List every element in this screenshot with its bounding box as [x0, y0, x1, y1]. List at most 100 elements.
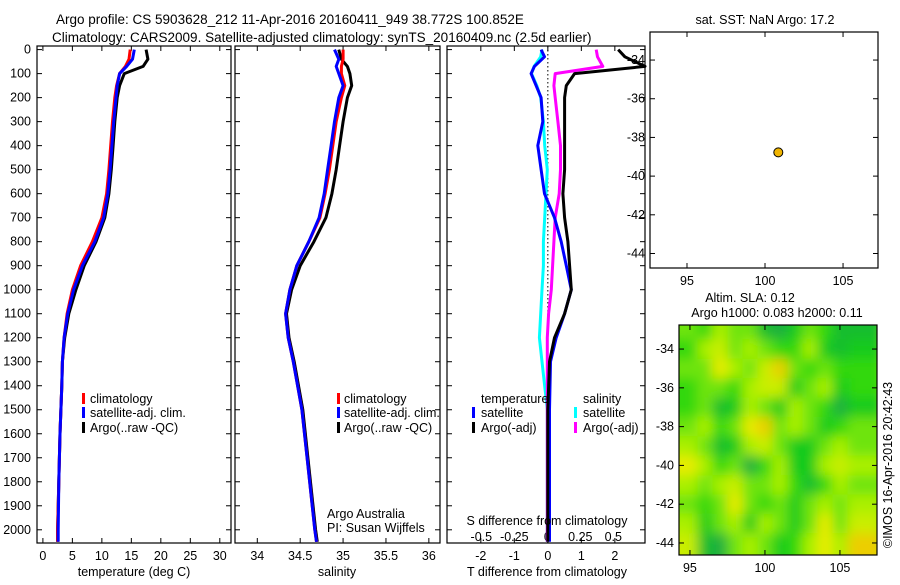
sla-cell [697, 494, 713, 515]
sla-cell [712, 513, 728, 534]
sla-cell [742, 378, 758, 399]
sla-cell [817, 325, 833, 340]
sla-cell [772, 513, 788, 534]
y-tick-label: 1600 [3, 427, 31, 441]
y-tick-label: 2000 [3, 523, 31, 537]
sla-cell [817, 533, 833, 555]
sla-cell [847, 358, 877, 379]
sla-cell [712, 455, 728, 476]
sla-cell [817, 494, 833, 515]
sla-cell [742, 475, 758, 495]
y-tick-label: 1700 [3, 451, 31, 465]
sla-cell [787, 339, 803, 360]
sla-cell [742, 494, 758, 515]
sla-cell [832, 436, 848, 457]
sla-heatmap-cells [679, 325, 877, 555]
sla-cell [847, 416, 877, 437]
figure-title-line2: Climatology: CARS2009. Satellite-adjuste… [52, 30, 592, 45]
sla-cell [757, 533, 773, 555]
y-tick-label: 1300 [3, 355, 31, 369]
sla-cell [772, 378, 788, 399]
lat-tick-label: -36 [627, 92, 645, 106]
sla-cell [772, 455, 788, 476]
sla-cell [727, 397, 743, 418]
sla-cell [727, 455, 743, 476]
float-position-marker [773, 147, 784, 158]
differences-panel: -2 -1 0 1 2-0.5 -0.25 0 0.25 0.5 [446, 45, 647, 563]
sla-cell [757, 436, 773, 457]
sla-cell [802, 494, 818, 515]
float-position-map: 95 100 105 -34 -36 -38 -40 -42 -44 [627, 31, 879, 288]
sla-cell [679, 358, 698, 379]
lat-tick-label: -34 [656, 342, 674, 356]
sla-cell [802, 455, 818, 476]
sla-cell [802, 397, 818, 418]
sla-cell [712, 494, 728, 515]
sla-cell [787, 378, 803, 399]
sla-cell [802, 513, 818, 534]
y-tick-label: 500 [10, 163, 31, 177]
sla-cell [679, 325, 698, 340]
sla-cell [772, 475, 788, 495]
sla-cell [727, 475, 743, 495]
sla-cell [832, 358, 848, 379]
secondary-x-tick-label: -0.25 [500, 530, 529, 544]
lat-tick-label: -38 [627, 130, 645, 144]
difference-legend: temperature salinity satellite Argo(-adj… [472, 392, 639, 435]
y-tick-label: 900 [10, 259, 31, 273]
sla-cell [847, 378, 877, 399]
sla-cell [697, 455, 713, 476]
legend-label: climatology [90, 392, 153, 406]
x-tick-label: 34.5 [288, 549, 312, 563]
sla-cell [697, 436, 713, 457]
y-tick-label: 0 [24, 43, 31, 57]
sla-cell [757, 475, 773, 495]
x-tick-label: 10 [95, 549, 109, 563]
sla-cell [757, 513, 773, 534]
lat-tick-label: -36 [656, 381, 674, 395]
y-tick-label: 300 [10, 115, 31, 129]
lat-tick-label: -42 [627, 208, 645, 222]
lat-tick-label: -40 [656, 458, 674, 472]
sla-cell [697, 378, 713, 399]
sla-cell [679, 378, 698, 399]
legend-label: Argo(..raw -QC) [344, 421, 432, 435]
sla-cell [727, 339, 743, 360]
sla-cell [832, 533, 848, 555]
sla-cell [832, 475, 848, 495]
sla-cell [712, 475, 728, 495]
sla-cell [802, 533, 818, 555]
sla-cell [847, 475, 877, 495]
legend-swatch-argo [82, 422, 85, 433]
secondary-x-tick-label: -0.5 [471, 530, 493, 544]
sla-cell [727, 513, 743, 534]
sla-cell [772, 533, 788, 555]
sla-cell [847, 325, 877, 340]
sla-cell [787, 325, 803, 340]
sla-cell [802, 416, 818, 437]
sla-cell [727, 416, 743, 437]
y-tick-label: 800 [10, 235, 31, 249]
sla-cell [697, 475, 713, 495]
sla-cell [679, 436, 698, 457]
sla-cell [712, 533, 728, 555]
sla-cell [832, 325, 848, 340]
legend-label: Argo(..raw -QC) [90, 421, 178, 435]
lat-tick-label: -42 [656, 497, 674, 511]
sla-cell [832, 378, 848, 399]
sla-cell [679, 513, 698, 534]
sdiff-xlabel: S difference from climatology [467, 514, 629, 528]
x-tick-label: 0 [544, 549, 551, 563]
lon-tick-label: 100 [755, 274, 776, 288]
temperature-xlabel: temperature (deg C) [78, 565, 191, 579]
sla-cell [787, 475, 803, 495]
sla-cell [712, 339, 728, 360]
sla-cell [727, 325, 743, 340]
legend-label: satellite [481, 406, 523, 420]
sla-cell [832, 339, 848, 360]
sla-cell [742, 513, 758, 534]
y-tick-label: 1200 [3, 331, 31, 345]
sla-cell [742, 533, 758, 555]
legend-label: satellite [583, 406, 625, 420]
series-line-satellite [284, 48, 345, 543]
